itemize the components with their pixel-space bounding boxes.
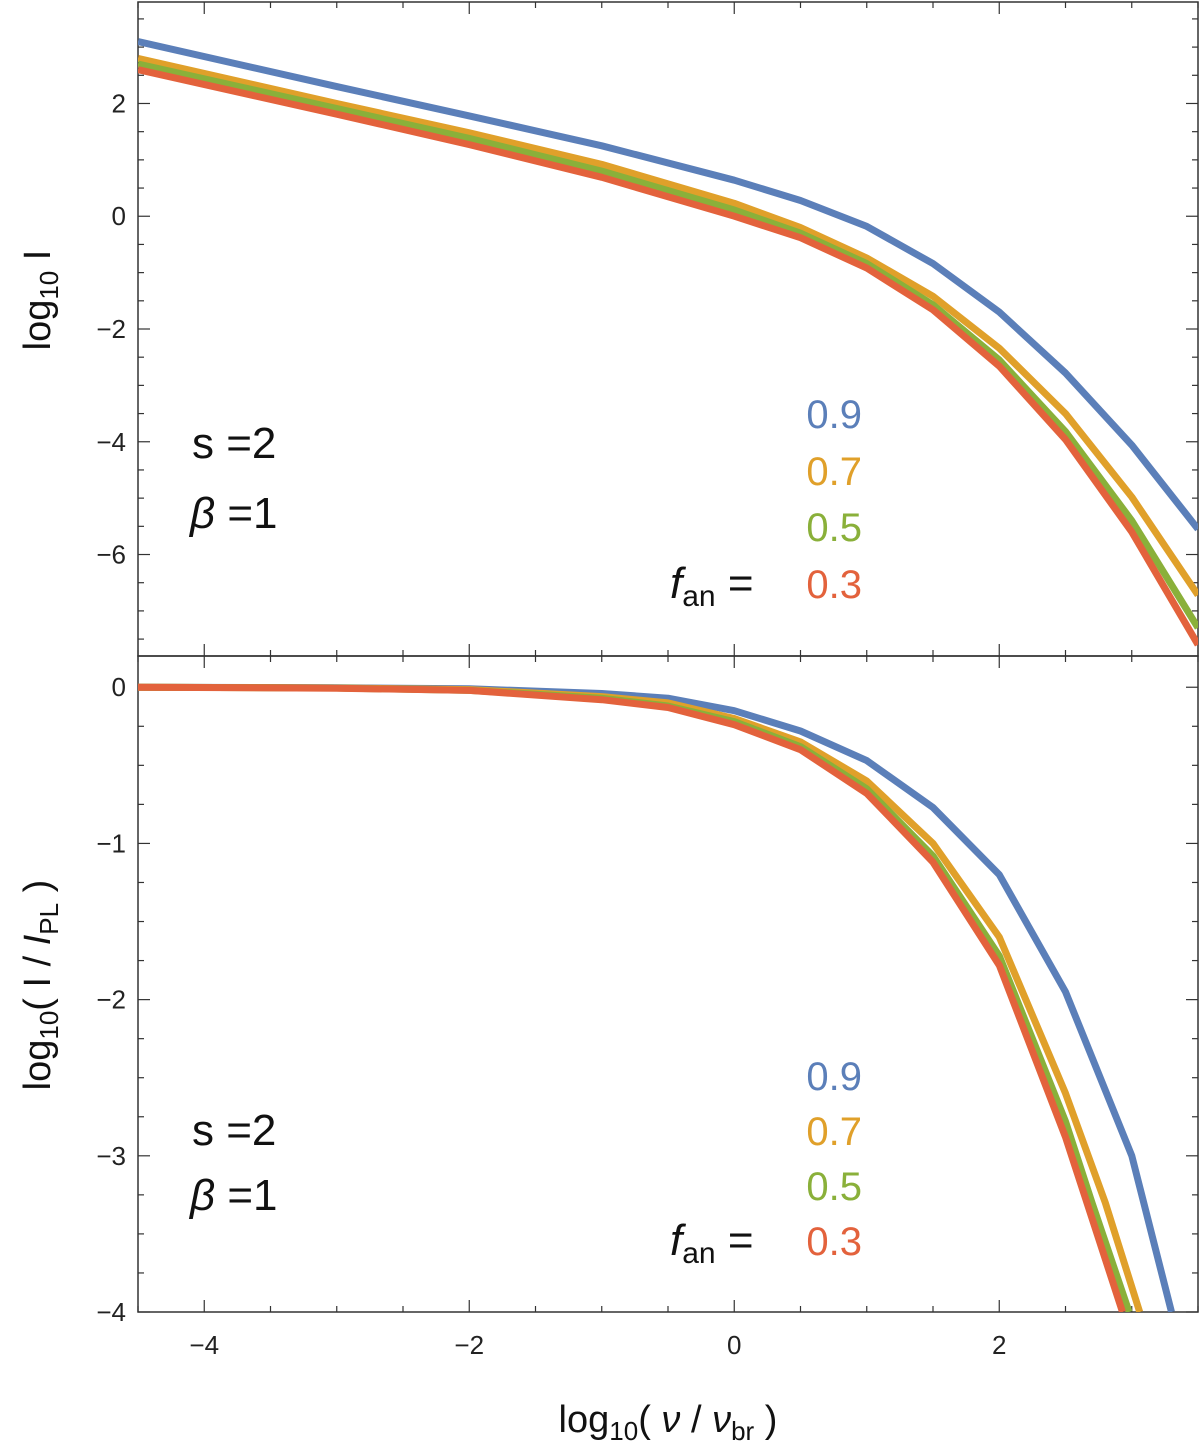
y-tick-label: −4: [96, 427, 126, 457]
x-tick-label: −4: [189, 1330, 219, 1360]
bottom-annotation-s: s =2: [192, 1106, 276, 1155]
bottom-series: [138, 683, 1175, 1312]
legend-prefix-fan: fan =: [670, 1216, 754, 1270]
x-axis-title: log10( ν / νbr ): [559, 1399, 778, 1446]
y-tick-label: −3: [96, 1141, 126, 1171]
x-tick-label: −2: [454, 1330, 484, 1360]
top-ticks: 2 0 −2 −4 −6: [96, 2, 1199, 656]
legend-value-0.3: 0.3: [806, 563, 862, 607]
top-legend: 0.9 0.7 0.5 0.3 fan =: [670, 393, 862, 613]
legend-prefix-fan: fan =: [670, 559, 754, 613]
panel-bottom: 0 −1 −2 −3 −4 −4 −2 0 2 log10( I / IPL ) log10( …: [17, 655, 1199, 1446]
y-tick-label: 0: [112, 201, 126, 231]
series-line-0.3: [138, 683, 1126, 1312]
bottom-ticks: 0 −1 −2 −3 −4 −4 −2 0 2: [96, 656, 1199, 1360]
legend-value-0.7: 0.7: [806, 450, 862, 494]
bottom-legend: 0.9 0.7 0.5 0.3 fan =: [670, 1055, 862, 1270]
legend-value-0.9: 0.9: [806, 393, 862, 437]
top-annotation-beta: β =1: [188, 489, 278, 538]
top-series: [138, 38, 1198, 647]
legend-value-0.7: 0.7: [806, 1110, 862, 1154]
x-tick-label: 2: [992, 1330, 1006, 1360]
y-tick-label: 0: [112, 672, 126, 702]
legend-value-0.5: 0.5: [806, 1165, 862, 1209]
top-y-axis-title: log10 I: [17, 250, 64, 351]
panel-top: 2 0 −2 −4 −6 log10 I s =2 β =1 0.9 0.7 0.5 0…: [17, 1, 1199, 657]
y-tick-label: −2: [96, 985, 126, 1015]
y-tick-label: −1: [96, 828, 126, 858]
y-tick-label: −6: [96, 540, 126, 570]
y-tick-label: −4: [96, 1297, 126, 1327]
legend-value-0.3: 0.3: [806, 1220, 862, 1264]
series-line-0.3: [138, 66, 1198, 647]
bottom-y-axis-title: log10( I / IPL ): [17, 880, 64, 1091]
y-tick-label: 2: [112, 88, 126, 118]
series-line-0.5: [138, 683, 1133, 1312]
series-line-0.7: [138, 683, 1144, 1312]
top-annotation-s: s =2: [192, 419, 276, 468]
bottom-annotation-beta: β =1: [188, 1171, 278, 1220]
series-line-0.5: [138, 60, 1198, 630]
x-tick-label: 0: [727, 1330, 741, 1360]
y-tick-label: −2: [96, 314, 126, 344]
legend-value-0.5: 0.5: [806, 506, 862, 550]
legend-value-0.9: 0.9: [806, 1055, 862, 1099]
series-line-0.9: [138, 38, 1198, 532]
series-line-0.7: [138, 54, 1198, 598]
